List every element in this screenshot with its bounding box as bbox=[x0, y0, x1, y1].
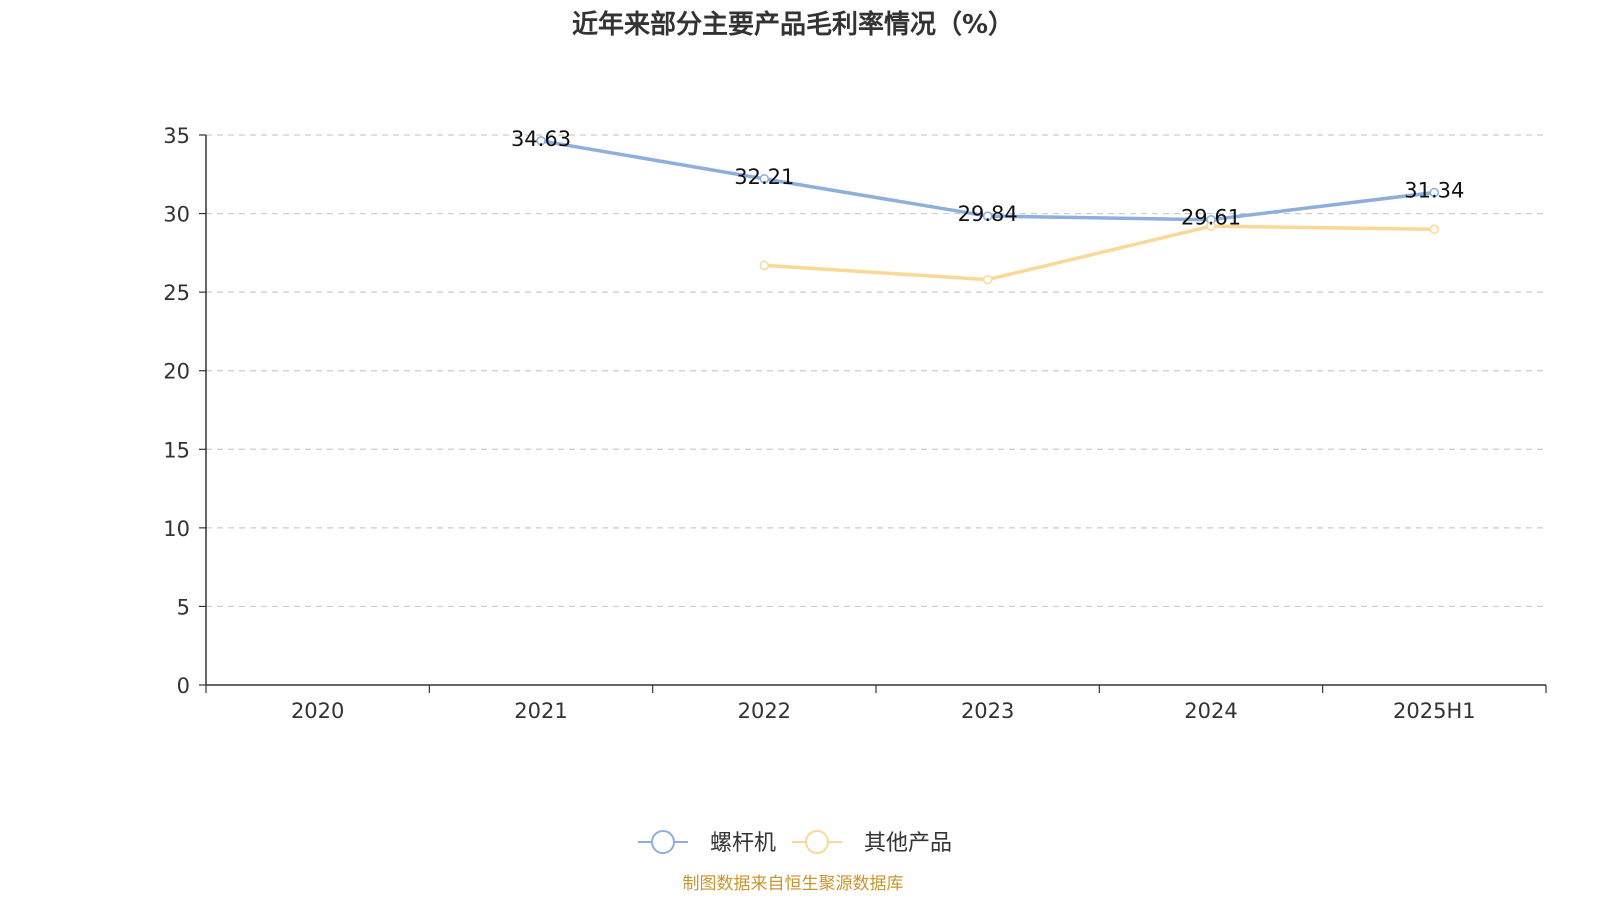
source-note: 制图数据来自恒生聚源数据库 bbox=[683, 874, 904, 894]
x-tick-label: 2020 bbox=[291, 699, 344, 723]
axis-layer: 0 5 10 15 20 25 30 35 2020 2021 2022 2023 2024 2025H1 bbox=[163, 124, 1547, 723]
y-tick-label: 15 bbox=[163, 438, 190, 462]
y-tick-label: 30 bbox=[163, 203, 190, 227]
data-point bbox=[536, 136, 546, 146]
data-label: 29.84 bbox=[958, 202, 1018, 226]
x-tick-label: 2025H1 bbox=[1393, 699, 1476, 723]
data-point bbox=[759, 260, 770, 271]
x-tick-label: 2022 bbox=[738, 699, 791, 723]
legend-circle-icon bbox=[805, 830, 829, 854]
grid-layer bbox=[206, 134, 1546, 608]
data-label-layer: 34.63 32.21 29.84 29.61 31.34 bbox=[511, 127, 1464, 230]
y-tick-label: 10 bbox=[163, 517, 190, 541]
data-point bbox=[1206, 221, 1216, 231]
data-point bbox=[982, 211, 993, 221]
x-tick-label: 2023 bbox=[961, 699, 1014, 723]
data-point bbox=[759, 174, 770, 184]
series-layer bbox=[536, 136, 1440, 285]
data-point bbox=[1429, 187, 1440, 198]
data-point bbox=[982, 274, 993, 285]
y-tick-label: 20 bbox=[163, 360, 190, 384]
legend-label: 螺杆机 bbox=[710, 831, 776, 856]
y-tick-label: 0 bbox=[177, 674, 190, 698]
y-tick-label: 25 bbox=[163, 281, 190, 305]
data-label: 29.61 bbox=[1181, 206, 1241, 230]
y-tick-label: 5 bbox=[177, 595, 190, 619]
x-tick-label: 2024 bbox=[1184, 699, 1237, 723]
data-label: 34.63 bbox=[511, 127, 571, 151]
data-label: 31.34 bbox=[1404, 179, 1464, 203]
chart-title: 近年来部分主要产品毛利率情况（%） bbox=[572, 9, 1014, 40]
y-tick-label: 35 bbox=[163, 124, 190, 148]
x-tick-label: 2021 bbox=[514, 699, 567, 723]
data-label: 32.21 bbox=[734, 165, 794, 189]
series-line-1 bbox=[762, 224, 1437, 282]
legend-label: 其他产品 bbox=[864, 831, 952, 856]
data-point bbox=[1429, 224, 1440, 235]
legend-circle-icon bbox=[651, 830, 675, 854]
legend: 螺杆机 其他产品 bbox=[638, 830, 952, 856]
